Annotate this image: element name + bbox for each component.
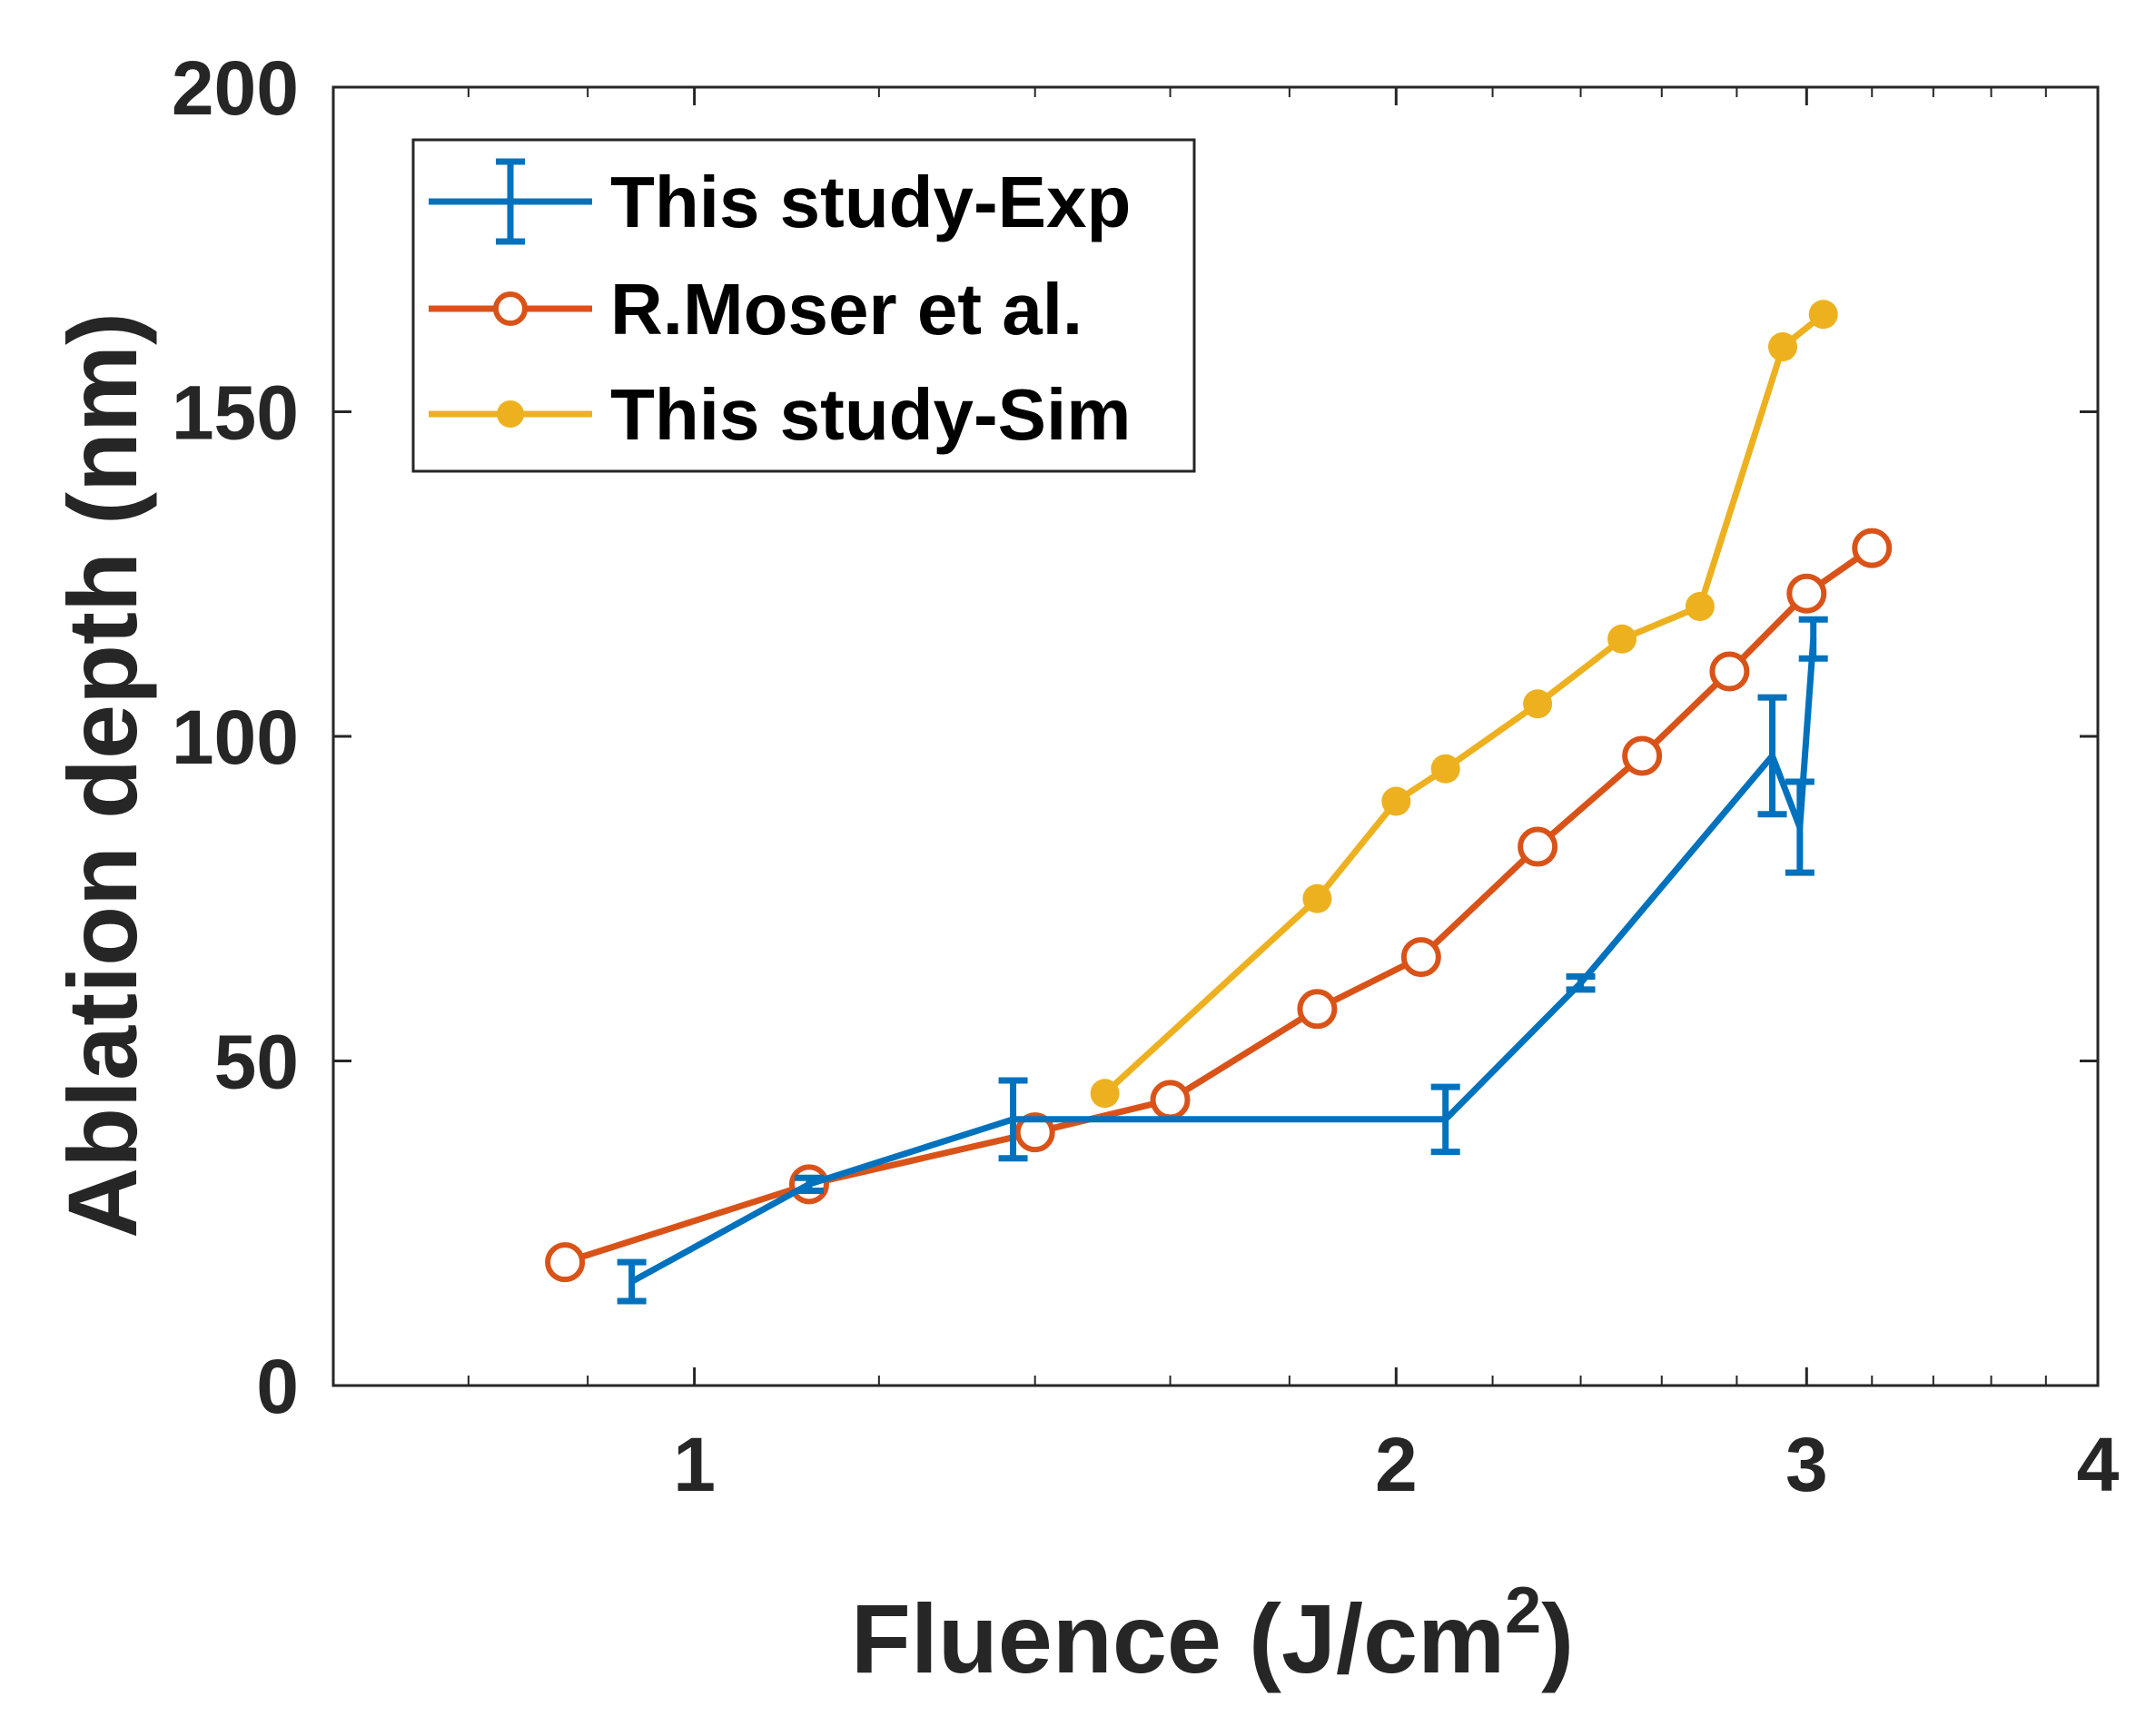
data-point-sim — [1767, 332, 1797, 361]
series-layer — [545, 300, 1893, 1305]
data-point-moser — [1400, 937, 1441, 978]
data-point-moser — [1518, 826, 1558, 867]
x-axis-title-end: ) — [1541, 1583, 1574, 1693]
legend-label-moser: R.Moser et al. — [610, 269, 1083, 350]
x-tick-label: 4 — [2077, 1422, 2120, 1507]
tick-labels: 0 50 100 150 200 1 2 3 4 — [172, 45, 2120, 1507]
data-point-moser — [1786, 573, 1827, 614]
data-point-moser — [1150, 1080, 1191, 1120]
data-point-moser — [1014, 1112, 1055, 1153]
y-tick-label: 0 — [256, 1344, 299, 1429]
axis-ticks — [333, 85, 2100, 1387]
y-tick-label: 200 — [172, 45, 299, 131]
x-tick-label: 1 — [673, 1422, 716, 1507]
data-point-sim — [1685, 592, 1715, 621]
legend-entry-sim: This study-Sim — [429, 374, 1131, 455]
data-point-sim — [1430, 754, 1460, 784]
y-tick-label: 50 — [214, 1020, 299, 1105]
y-tick-label: 100 — [172, 695, 299, 780]
data-point-sim — [1302, 883, 1332, 913]
data-point-moser — [545, 1242, 586, 1283]
legend-entry-moser: R.Moser et al. — [429, 269, 1083, 350]
legend-entry-exp: This study-Exp — [429, 158, 1131, 245]
x-axis-title-sup: 2 — [1505, 1574, 1541, 1647]
legend-label-sim: This study-Sim — [610, 374, 1131, 455]
x-tick-label: 2 — [1375, 1422, 1418, 1507]
series-line-r-moser-et-al — [564, 545, 1874, 1266]
series-line-this-study-exp — [629, 638, 1817, 1285]
data-point-moser — [1622, 735, 1663, 776]
data-point-sim — [1607, 624, 1637, 654]
data-point-sim — [1523, 689, 1553, 719]
data-point-moser — [1852, 528, 1893, 568]
x-axis-title: Fluence (J/cm2) — [851, 1574, 1574, 1693]
x-tick-label: 3 — [1785, 1422, 1828, 1507]
legend-marker-sim — [497, 400, 524, 428]
data-point-moser — [1297, 989, 1338, 1030]
series-line-this-study-sim — [1103, 311, 1825, 1096]
data-point-sim — [1381, 786, 1411, 816]
legend-label-exp: This study-Exp — [610, 162, 1131, 242]
y-axis-title: Ablation depth (nm) — [47, 312, 157, 1238]
data-point-sim — [1808, 300, 1838, 330]
y-tick-label: 150 — [172, 370, 299, 456]
data-point-moser — [1709, 651, 1750, 692]
legend: This study-Exp R.Moser et al. This study… — [411, 138, 1196, 473]
legend-marker-moser — [493, 291, 528, 326]
data-point-sim — [1090, 1079, 1120, 1109]
x-axis-title-main: Fluence (J/cm — [851, 1583, 1505, 1693]
